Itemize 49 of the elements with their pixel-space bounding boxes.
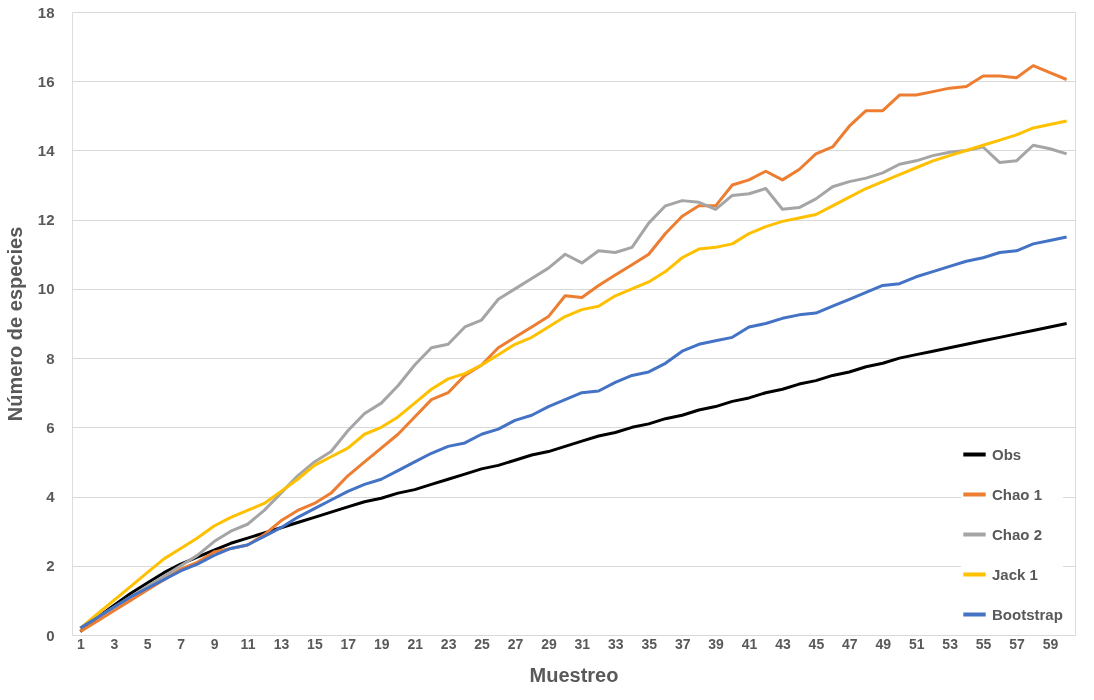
x-tick-label: 49: [875, 635, 892, 652]
y-tick-label: 12: [37, 211, 55, 229]
x-tick-label: 33: [608, 635, 624, 652]
x-tick-label: 25: [474, 635, 491, 652]
line-series: [78, 322, 1069, 634]
x-tick-label: 17: [340, 635, 357, 652]
x-tick-label: 31: [574, 635, 591, 652]
x-axis-title: Muestreo: [529, 663, 619, 686]
x-tick-label: 39: [708, 635, 725, 652]
legend-label: Obs: [992, 445, 1022, 463]
x-tick-label: 19: [373, 635, 390, 652]
y-tick-label: 4: [46, 488, 56, 506]
line-series: [78, 235, 1069, 630]
x-tick-label: 23: [440, 635, 457, 652]
y-tick-label: 16: [37, 72, 55, 90]
legend-label: Chao 2: [992, 525, 1043, 543]
x-tick-label: 55: [975, 635, 992, 652]
y-tick-label: 2: [46, 557, 55, 575]
x-tick-label: 51: [908, 635, 925, 652]
x-tick-label: 43: [775, 635, 791, 652]
x-tick-label: 53: [942, 635, 959, 652]
x-tick-label: 37: [674, 635, 691, 652]
x-tick-label: 1: [76, 635, 85, 652]
x-tick-label: 15: [307, 635, 323, 652]
x-tick-label: 59: [1042, 635, 1059, 652]
y-tick-label: 10: [37, 280, 55, 298]
legend-label: Chao 1: [992, 485, 1043, 503]
x-tick-label: 5: [143, 635, 152, 652]
x-tick-label: 9: [210, 635, 219, 652]
x-tick-label: 57: [1009, 635, 1025, 652]
x-tick-label: 21: [407, 635, 424, 652]
legend-label: Jack 1: [992, 565, 1038, 583]
legend-label: Bootstrap: [992, 605, 1063, 623]
x-tick-label: 11: [240, 635, 256, 652]
x-tick-label: 29: [541, 635, 557, 652]
x-tick-label: 35: [641, 635, 658, 652]
x-tick-label: 27: [507, 635, 524, 652]
x-tick-label: 7: [177, 635, 186, 652]
x-tick-label: 45: [808, 635, 825, 652]
y-tick-label: 0: [46, 626, 55, 644]
x-tick-label: 41: [741, 635, 758, 652]
y-tick-label: 18: [37, 3, 55, 21]
x-tick-label: 47: [842, 635, 858, 652]
x-tick-label: 3: [110, 635, 119, 652]
y-tick-label: 8: [46, 349, 55, 367]
y-tick-label: 14: [37, 141, 56, 159]
x-tick-label: 13: [273, 635, 290, 652]
y-tick-label: 6: [46, 418, 55, 436]
y-axis-title: Número de especies: [3, 226, 26, 422]
